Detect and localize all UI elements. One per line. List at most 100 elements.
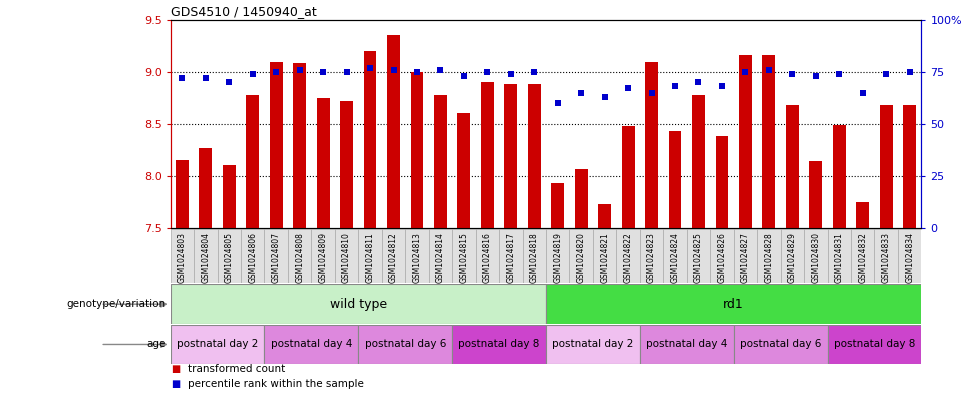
Bar <box>199 148 213 228</box>
Bar <box>171 229 194 283</box>
Text: GSM1024826: GSM1024826 <box>718 232 726 283</box>
Bar <box>387 35 400 228</box>
Bar <box>833 125 845 228</box>
Bar <box>194 229 217 283</box>
Bar <box>739 55 752 228</box>
Bar <box>288 229 311 283</box>
Bar <box>809 161 822 228</box>
Text: postnatal day 8: postnatal day 8 <box>834 340 916 349</box>
Bar <box>264 325 359 364</box>
Text: GSM1024804: GSM1024804 <box>201 232 211 283</box>
Bar <box>223 165 236 228</box>
Text: percentile rank within the sample: percentile rank within the sample <box>188 379 364 389</box>
Bar <box>364 51 376 228</box>
Text: transformed count: transformed count <box>188 364 286 375</box>
Bar <box>762 55 775 228</box>
Bar <box>171 325 264 364</box>
Bar <box>217 229 241 283</box>
Bar <box>340 101 353 228</box>
Bar <box>317 98 330 228</box>
Bar <box>710 229 733 283</box>
Text: GSM1024831: GSM1024831 <box>835 232 843 283</box>
Text: postnatal day 4: postnatal day 4 <box>271 340 352 349</box>
Text: GSM1024834: GSM1024834 <box>905 232 915 283</box>
Text: GSM1024820: GSM1024820 <box>576 232 586 283</box>
Text: GSM1024817: GSM1024817 <box>506 232 516 283</box>
Text: GSM1024811: GSM1024811 <box>366 232 374 283</box>
Text: postnatal day 2: postnatal day 2 <box>552 340 634 349</box>
Text: GSM1024818: GSM1024818 <box>529 232 539 283</box>
Text: genotype/variation: genotype/variation <box>66 299 166 309</box>
Bar <box>476 229 499 283</box>
Bar <box>804 229 828 283</box>
Text: wild type: wild type <box>330 298 387 311</box>
Text: GSM1024810: GSM1024810 <box>342 232 351 283</box>
Bar <box>523 229 546 283</box>
Bar <box>176 160 189 228</box>
Bar <box>546 284 921 324</box>
Text: GSM1024807: GSM1024807 <box>272 232 281 283</box>
Bar <box>546 325 640 364</box>
Text: GSM1024825: GSM1024825 <box>694 232 703 283</box>
Bar <box>786 105 799 228</box>
Bar <box>692 95 705 228</box>
Bar <box>241 229 264 283</box>
Text: age: age <box>146 340 166 349</box>
Bar <box>569 229 593 283</box>
Bar <box>593 229 616 283</box>
Bar <box>903 105 916 228</box>
Text: ■: ■ <box>171 379 179 389</box>
Text: GSM1024805: GSM1024805 <box>225 232 234 283</box>
Bar <box>334 229 359 283</box>
Bar <box>686 229 710 283</box>
Bar <box>359 229 382 283</box>
Text: GSM1024814: GSM1024814 <box>436 232 445 283</box>
Text: GSM1024809: GSM1024809 <box>319 232 328 283</box>
Bar <box>429 229 452 283</box>
Text: GSM1024806: GSM1024806 <box>249 232 257 283</box>
Text: GSM1024819: GSM1024819 <box>553 232 563 283</box>
Text: GSM1024812: GSM1024812 <box>389 232 398 283</box>
Bar <box>452 229 476 283</box>
Text: GSM1024808: GSM1024808 <box>295 232 304 283</box>
Bar <box>551 183 565 228</box>
Bar <box>481 82 493 228</box>
Bar <box>359 325 452 364</box>
Text: GSM1024827: GSM1024827 <box>741 232 750 283</box>
Bar <box>264 229 288 283</box>
Bar <box>457 114 470 228</box>
Text: GSM1024813: GSM1024813 <box>412 232 421 283</box>
Bar <box>828 229 851 283</box>
Bar <box>171 284 546 324</box>
Text: GSM1024828: GSM1024828 <box>764 232 773 283</box>
Text: GSM1024822: GSM1024822 <box>624 232 633 283</box>
Text: GSM1024832: GSM1024832 <box>858 232 867 283</box>
Text: GSM1024823: GSM1024823 <box>647 232 656 283</box>
Text: GSM1024824: GSM1024824 <box>671 232 680 283</box>
Text: GSM1024830: GSM1024830 <box>811 232 820 283</box>
Bar <box>410 72 423 228</box>
Bar <box>574 169 588 228</box>
Bar <box>504 84 518 228</box>
Text: ■: ■ <box>171 364 179 375</box>
Bar <box>311 229 334 283</box>
Bar <box>716 136 728 228</box>
Text: postnatal day 4: postnatal day 4 <box>646 340 727 349</box>
Bar <box>382 229 406 283</box>
Bar <box>663 229 686 283</box>
Text: postnatal day 6: postnatal day 6 <box>365 340 446 349</box>
Bar <box>527 84 541 228</box>
Bar <box>733 325 828 364</box>
Bar <box>616 229 640 283</box>
Text: GSM1024803: GSM1024803 <box>177 232 187 283</box>
Bar <box>270 62 283 228</box>
Text: rd1: rd1 <box>723 298 744 311</box>
Text: GSM1024815: GSM1024815 <box>459 232 468 283</box>
Bar <box>669 131 682 228</box>
Text: GSM1024821: GSM1024821 <box>601 232 609 283</box>
Bar <box>851 229 875 283</box>
Bar <box>645 62 658 228</box>
Text: postnatal day 2: postnatal day 2 <box>176 340 258 349</box>
Bar <box>758 229 781 283</box>
Bar <box>622 126 635 228</box>
